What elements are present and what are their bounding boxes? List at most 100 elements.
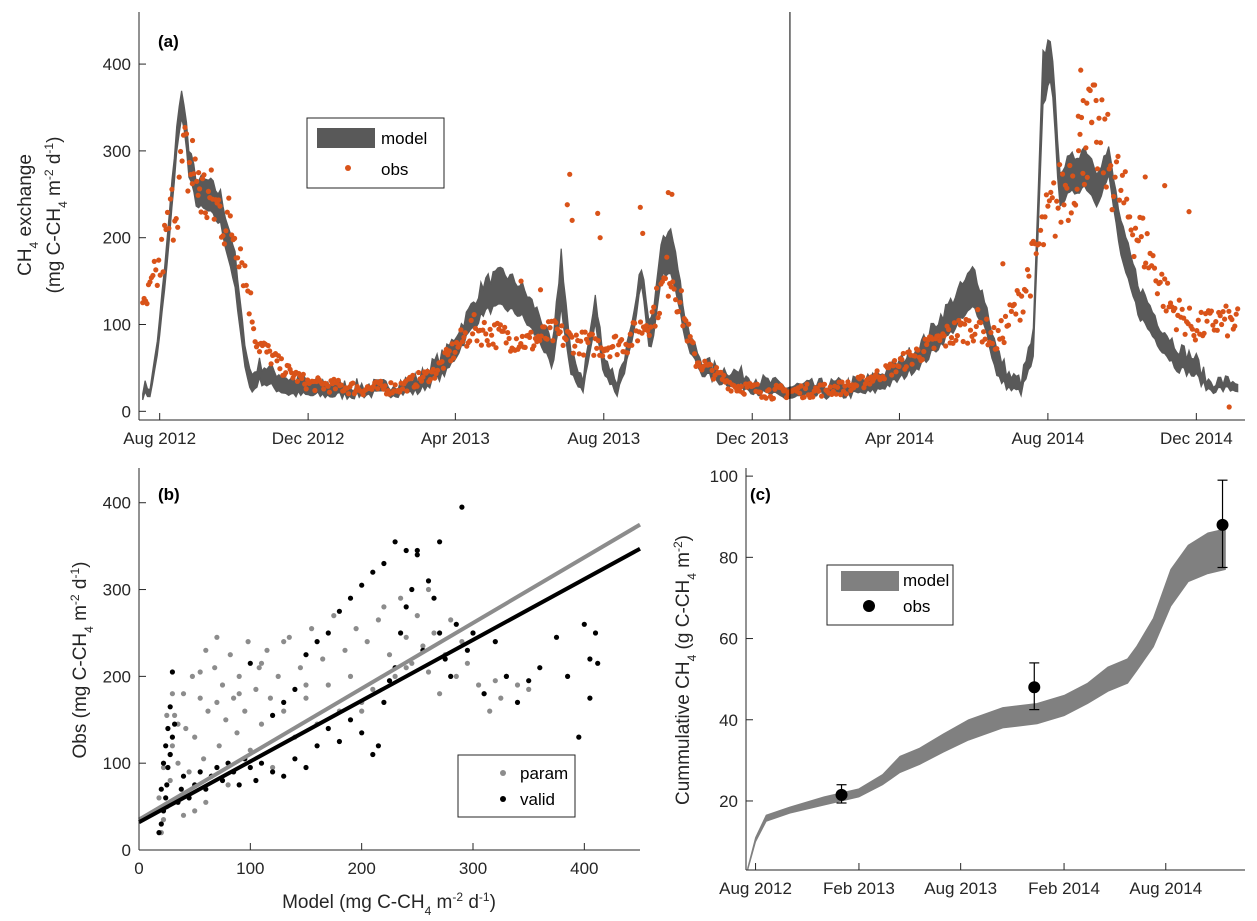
valid-point	[398, 630, 404, 636]
obs-point	[931, 345, 937, 351]
obs-point	[189, 137, 196, 144]
valid-point	[453, 621, 459, 627]
param-point	[264, 647, 270, 653]
param-point	[205, 708, 211, 714]
legend-valid-marker	[500, 796, 506, 802]
obs-point	[1111, 193, 1117, 200]
obs-point	[1229, 316, 1235, 323]
obs-point	[416, 369, 422, 376]
obs-point	[1000, 335, 1006, 341]
obs-point	[248, 290, 254, 296]
obs-point	[654, 285, 660, 291]
obs-point	[1173, 327, 1179, 333]
param-point	[227, 652, 233, 658]
obs-point	[1186, 209, 1192, 215]
obs-point	[424, 368, 430, 374]
valid-point	[370, 569, 376, 575]
obs-point	[645, 327, 651, 334]
obs-point	[150, 272, 156, 279]
y-axis-label-part: exchange	[15, 154, 36, 242]
obs-point	[1144, 231, 1150, 237]
valid-point	[169, 669, 175, 675]
obs-point	[1233, 311, 1239, 317]
obs-point	[189, 181, 195, 187]
obs-point	[1226, 308, 1232, 314]
obs-point	[1172, 305, 1178, 311]
obs-point	[195, 192, 201, 198]
x-tick-label: 400	[570, 859, 598, 878]
valid-point	[431, 595, 437, 601]
obs-point	[160, 269, 166, 275]
x-axis-label-part: Model (mg C-CH	[282, 892, 425, 913]
y-tick-label: 200	[103, 667, 131, 686]
valid-point	[565, 673, 571, 680]
valid-point	[167, 751, 173, 758]
param-point	[160, 817, 167, 823]
obs-point	[198, 209, 204, 215]
obs-point	[164, 209, 171, 215]
obs-point	[268, 361, 274, 367]
valid-point	[359, 730, 365, 736]
obs-point	[1097, 140, 1104, 146]
obs-point	[892, 358, 898, 364]
x-tick-label: Aug 2012	[719, 879, 792, 898]
obs-point	[1093, 97, 1099, 104]
obs-point	[899, 357, 905, 363]
valid-point	[165, 764, 171, 771]
obs-point	[965, 340, 971, 346]
obs-point	[1165, 280, 1171, 286]
obs-point	[978, 320, 984, 326]
obs-point	[537, 337, 543, 344]
obs-point	[338, 382, 344, 388]
valid-point	[347, 717, 354, 723]
obs-point	[738, 383, 744, 390]
obs-point	[1055, 205, 1061, 211]
obs-point	[1189, 326, 1195, 332]
valid-point	[270, 769, 276, 775]
obs-point	[1128, 227, 1134, 233]
obs-point	[1036, 241, 1042, 247]
obs-point	[1198, 309, 1204, 315]
y-tick-label: 300	[103, 581, 131, 600]
obs-point	[953, 337, 959, 343]
obs-point	[640, 230, 646, 236]
obs-point	[265, 343, 271, 349]
obs-point	[659, 279, 666, 285]
param-point	[487, 708, 493, 714]
obs-point	[435, 367, 441, 373]
obs-point	[283, 370, 289, 376]
obs-point	[191, 171, 197, 177]
obs-point	[766, 387, 772, 393]
y-tick-label: 0	[122, 402, 131, 421]
y-axis-units-part: -1	[42, 143, 56, 154]
valid-point	[375, 743, 381, 749]
obs-point	[513, 336, 520, 342]
obs-point	[267, 348, 273, 354]
legend-obs-marker	[345, 165, 351, 171]
obs-point	[427, 376, 433, 383]
valid-fit-line	[138, 546, 641, 824]
obs-point	[943, 343, 949, 349]
obs-point	[798, 383, 804, 389]
y-axis-label-part: )	[673, 535, 694, 541]
param-point	[164, 712, 170, 719]
obs-point	[518, 341, 524, 347]
param-point	[325, 682, 331, 688]
y-axis-label-part: 4	[82, 626, 96, 633]
valid-point	[325, 630, 331, 636]
obs-point	[277, 366, 283, 372]
valid-point	[163, 795, 169, 801]
param-point	[297, 665, 303, 671]
obs-point	[1163, 308, 1169, 314]
obs-point	[192, 156, 198, 162]
obs-point	[1130, 232, 1136, 238]
obs-point	[675, 308, 682, 315]
obs-point	[797, 390, 803, 396]
param-point	[459, 639, 465, 645]
obs-point	[1067, 162, 1073, 169]
y-axis-units-part: -2	[42, 169, 56, 180]
obs-point	[243, 282, 249, 288]
obs-point	[1005, 322, 1012, 328]
obs-point	[1222, 316, 1228, 322]
obs-point	[1103, 184, 1109, 190]
